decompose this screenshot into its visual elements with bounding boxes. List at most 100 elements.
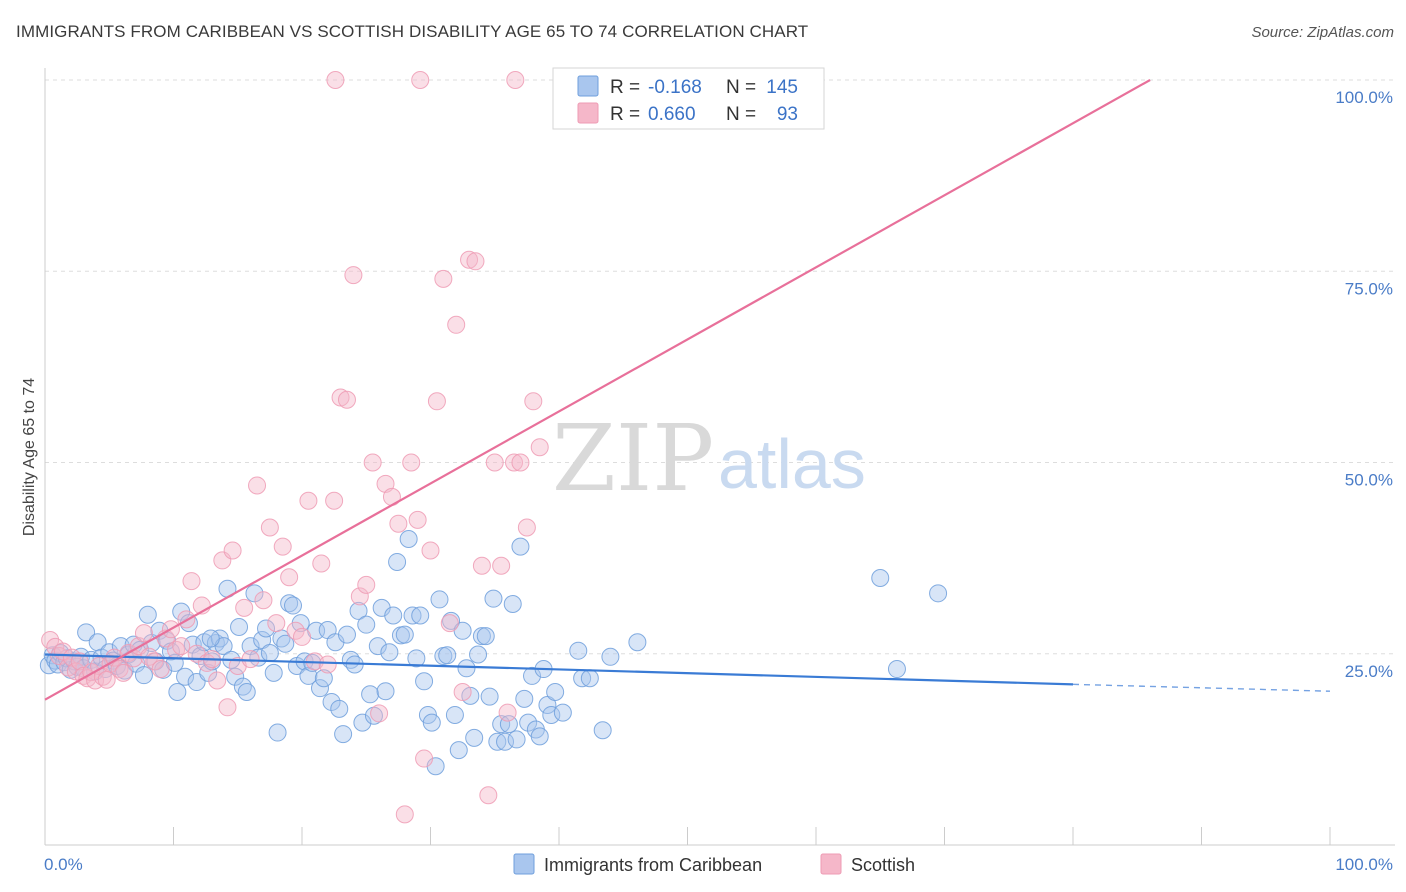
caribbean-point-119	[488, 732, 507, 751]
caribbean-point-28	[138, 605, 157, 624]
scottish-point-38	[218, 698, 237, 717]
scottish-point-53	[312, 554, 331, 573]
caribbean-point-100	[415, 672, 434, 691]
scottish-point-77	[466, 252, 485, 271]
scottish-point-89	[411, 71, 430, 89]
caribbean-point-84	[353, 713, 372, 732]
scottish-point-22	[134, 624, 153, 643]
scottish-point-36	[208, 671, 227, 690]
scottish-point-85	[517, 518, 536, 537]
caribbean-point-118	[484, 589, 503, 608]
scottish-point-65	[389, 514, 408, 533]
caribbean-point-145	[201, 629, 220, 648]
scottish-point-47	[273, 537, 292, 556]
scottish-point-61	[363, 453, 382, 472]
caribbean-point-79	[334, 725, 353, 744]
caribbean-point-62	[268, 723, 287, 742]
caribbean-point-85	[357, 615, 376, 634]
caribbean-point-61	[264, 663, 283, 682]
scottish-point-48	[280, 568, 299, 587]
stats-blue-n-value: 145	[766, 77, 798, 98]
scottish-point-78	[472, 556, 491, 575]
y-tick-label-2: 75.0%	[1345, 279, 1393, 298]
scottish-point-73	[440, 614, 459, 633]
watermark-atlas: atlas	[718, 425, 866, 503]
scottish-point-80	[485, 453, 504, 472]
caribbean-point-78	[330, 699, 349, 718]
y-tick-labels: 25.0% 50.0% 75.0% 100.0%	[1335, 88, 1393, 681]
caribbean-point-144	[601, 647, 620, 666]
scottish-point-54	[318, 655, 337, 674]
caribbean-point-133	[542, 705, 561, 724]
caribbean-point-52	[230, 617, 249, 636]
stats-pink-n-value: 93	[777, 104, 798, 125]
scottish-point-58	[344, 266, 363, 285]
caribbean-point-90	[376, 682, 395, 701]
source-credit: Source: ZipAtlas.com	[1251, 24, 1394, 41]
caribbean-point-114	[469, 645, 488, 664]
scottish-point-70	[421, 541, 440, 560]
scottish-point-68	[408, 510, 427, 529]
y-tick-label-1: 50.0%	[1345, 471, 1393, 490]
caribbean-trend-extension	[1072, 683, 1331, 692]
caribbean-point-117	[480, 687, 499, 706]
caribbean-point-99	[411, 606, 430, 625]
caribbean-point-128	[523, 666, 542, 685]
caribbean-point-38	[176, 667, 195, 686]
x-tick-labels: 0.0% 100.0%	[44, 855, 1393, 874]
stats-blue-r-label: R =	[610, 77, 640, 98]
caribbean-point-120	[492, 715, 511, 734]
scottish-point-31	[182, 572, 201, 591]
scottish-point-42	[241, 650, 260, 669]
caribbean-point-142	[887, 660, 906, 679]
caribbean-point-15	[88, 633, 107, 652]
scottish-point-76	[460, 250, 479, 269]
x-tick-label-1: 100.0%	[1335, 855, 1393, 874]
caribbean-point-111	[457, 659, 476, 678]
caribbean-point-126	[515, 689, 534, 708]
scottish-point-12	[89, 656, 108, 675]
scottish-point-25	[151, 660, 170, 679]
caribbean-point-60	[260, 643, 279, 662]
legend-blue-label: Immigrants from Caribbean	[544, 855, 762, 875]
scottish-point-39	[223, 541, 242, 560]
scottish-point-44	[254, 591, 273, 610]
y-tick-label-3: 100.0%	[1335, 88, 1393, 107]
caribbean-point-113	[465, 728, 484, 747]
caribbean-point-91	[380, 643, 399, 662]
caribbean-point-56	[245, 584, 264, 603]
caribbean-point-93	[388, 552, 407, 571]
caribbean-point-12	[77, 623, 96, 642]
caribbean-point-86	[361, 685, 380, 704]
scottish-point-7	[70, 652, 89, 671]
caribbean-point-123	[503, 595, 522, 614]
scottish-point-45	[260, 518, 279, 537]
x-tick-label-0: 0.0%	[44, 855, 83, 874]
scottish-point-67	[402, 453, 421, 472]
caribbean-point-76	[322, 692, 341, 711]
legend-blue-swatch	[513, 853, 535, 875]
scottish-point-75	[453, 683, 472, 701]
caribbean-point-44	[199, 663, 218, 682]
caribbean-point-83	[349, 601, 368, 620]
caribbean-point-121	[496, 732, 515, 751]
stats-blue-r-value: -0.168	[648, 77, 702, 98]
scottish-point-71	[427, 392, 446, 411]
y-axis-label: Disability Age 65 to 74	[21, 378, 38, 536]
caribbean-point-122	[499, 715, 518, 734]
caribbean-point-96	[399, 530, 418, 548]
scottish-point-18	[114, 663, 133, 682]
legend-pink-swatch	[820, 853, 842, 875]
caribbean-point-73	[310, 679, 329, 698]
scottish-point-84	[511, 453, 530, 472]
caribbean-point-136	[569, 641, 588, 660]
scottish-point-29	[172, 637, 191, 656]
scottish-point-86	[524, 392, 543, 411]
caribbean-point-51	[226, 667, 245, 686]
scottish-point-55	[325, 491, 344, 510]
scottish-point-83	[505, 453, 524, 472]
caribbean-point-98	[407, 649, 426, 668]
caribbean-point-27	[134, 666, 153, 685]
caribbean-point-64	[276, 634, 295, 653]
